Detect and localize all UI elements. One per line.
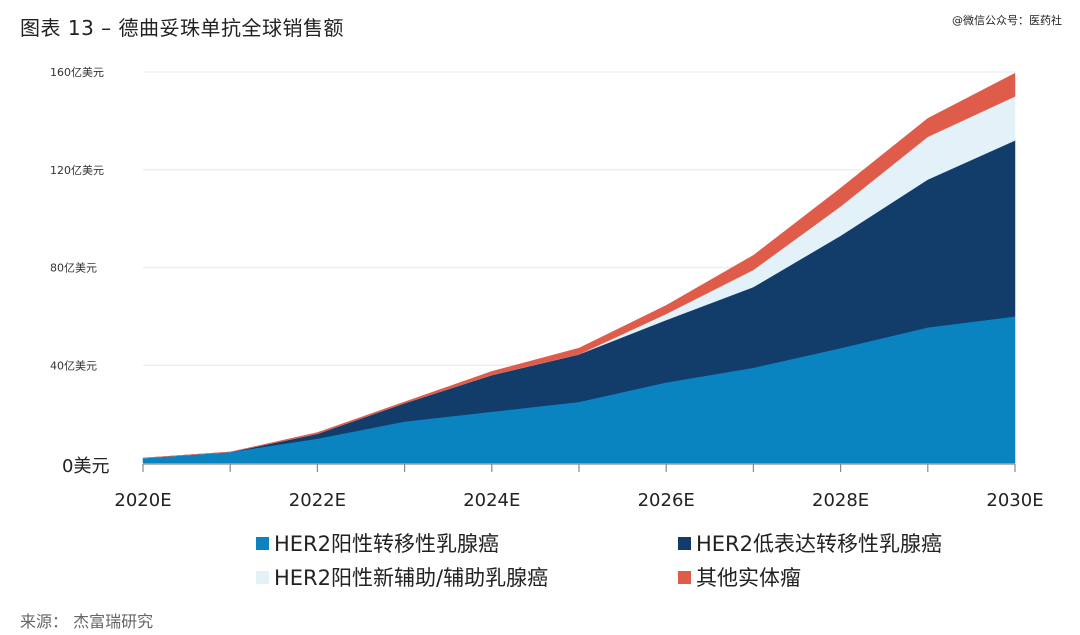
x-tick-label: 2028E (812, 490, 869, 511)
y-tick-label: 120亿美元 (50, 164, 104, 177)
legend-swatch-4 (678, 570, 691, 584)
chart-title: 图表 13 – 德曲妥珠单抗全球销售额 (20, 16, 345, 40)
x-tick-label: 2026E (638, 490, 695, 511)
legend-swatch-2 (678, 536, 691, 550)
y-tick-label: 160亿美元 (50, 66, 104, 79)
y-tick-label: 40亿美元 (50, 359, 97, 372)
legend-swatch-1 (256, 536, 269, 550)
x-tick-label: 2024E (463, 490, 520, 511)
legend-item-4: 其他实体瘤 (678, 562, 801, 592)
legend-item-3: HER2阳性新辅助/辅助乳腺癌 (256, 562, 548, 592)
source-note: 来源： 杰富瑞研究 (20, 612, 154, 631)
legend-label-4: 其他实体瘤 (696, 566, 801, 590)
chart-area: 0美元 40亿美元 80亿美元 120亿美元 160亿美元 2020E 2022E 2024… (50, 66, 1044, 511)
x-tick-label: 2022E (289, 490, 346, 511)
legend-item-1: HER2阳性转移性乳腺癌 (256, 528, 499, 558)
x-tick-label: 2030E (986, 490, 1043, 511)
y-tick-label: 80亿美元 (50, 262, 97, 275)
legend-label-2: HER2低表达转移性乳腺癌 (696, 532, 943, 556)
area-series-4 (142, 72, 1016, 459)
watermark: @微信公众号：医药社 (952, 14, 1062, 27)
legend-label-3: HER2阳性新辅助/辅助乳腺癌 (274, 566, 549, 590)
legend-item-2: HER2低表达转移性乳腺癌 (678, 528, 942, 558)
y-tick-label: 0美元 (62, 456, 109, 477)
legend-label-1: HER2阳性转移性乳腺癌 (274, 532, 500, 556)
x-tick-label: 2020E (114, 490, 171, 511)
legend-swatch-3 (256, 570, 269, 584)
